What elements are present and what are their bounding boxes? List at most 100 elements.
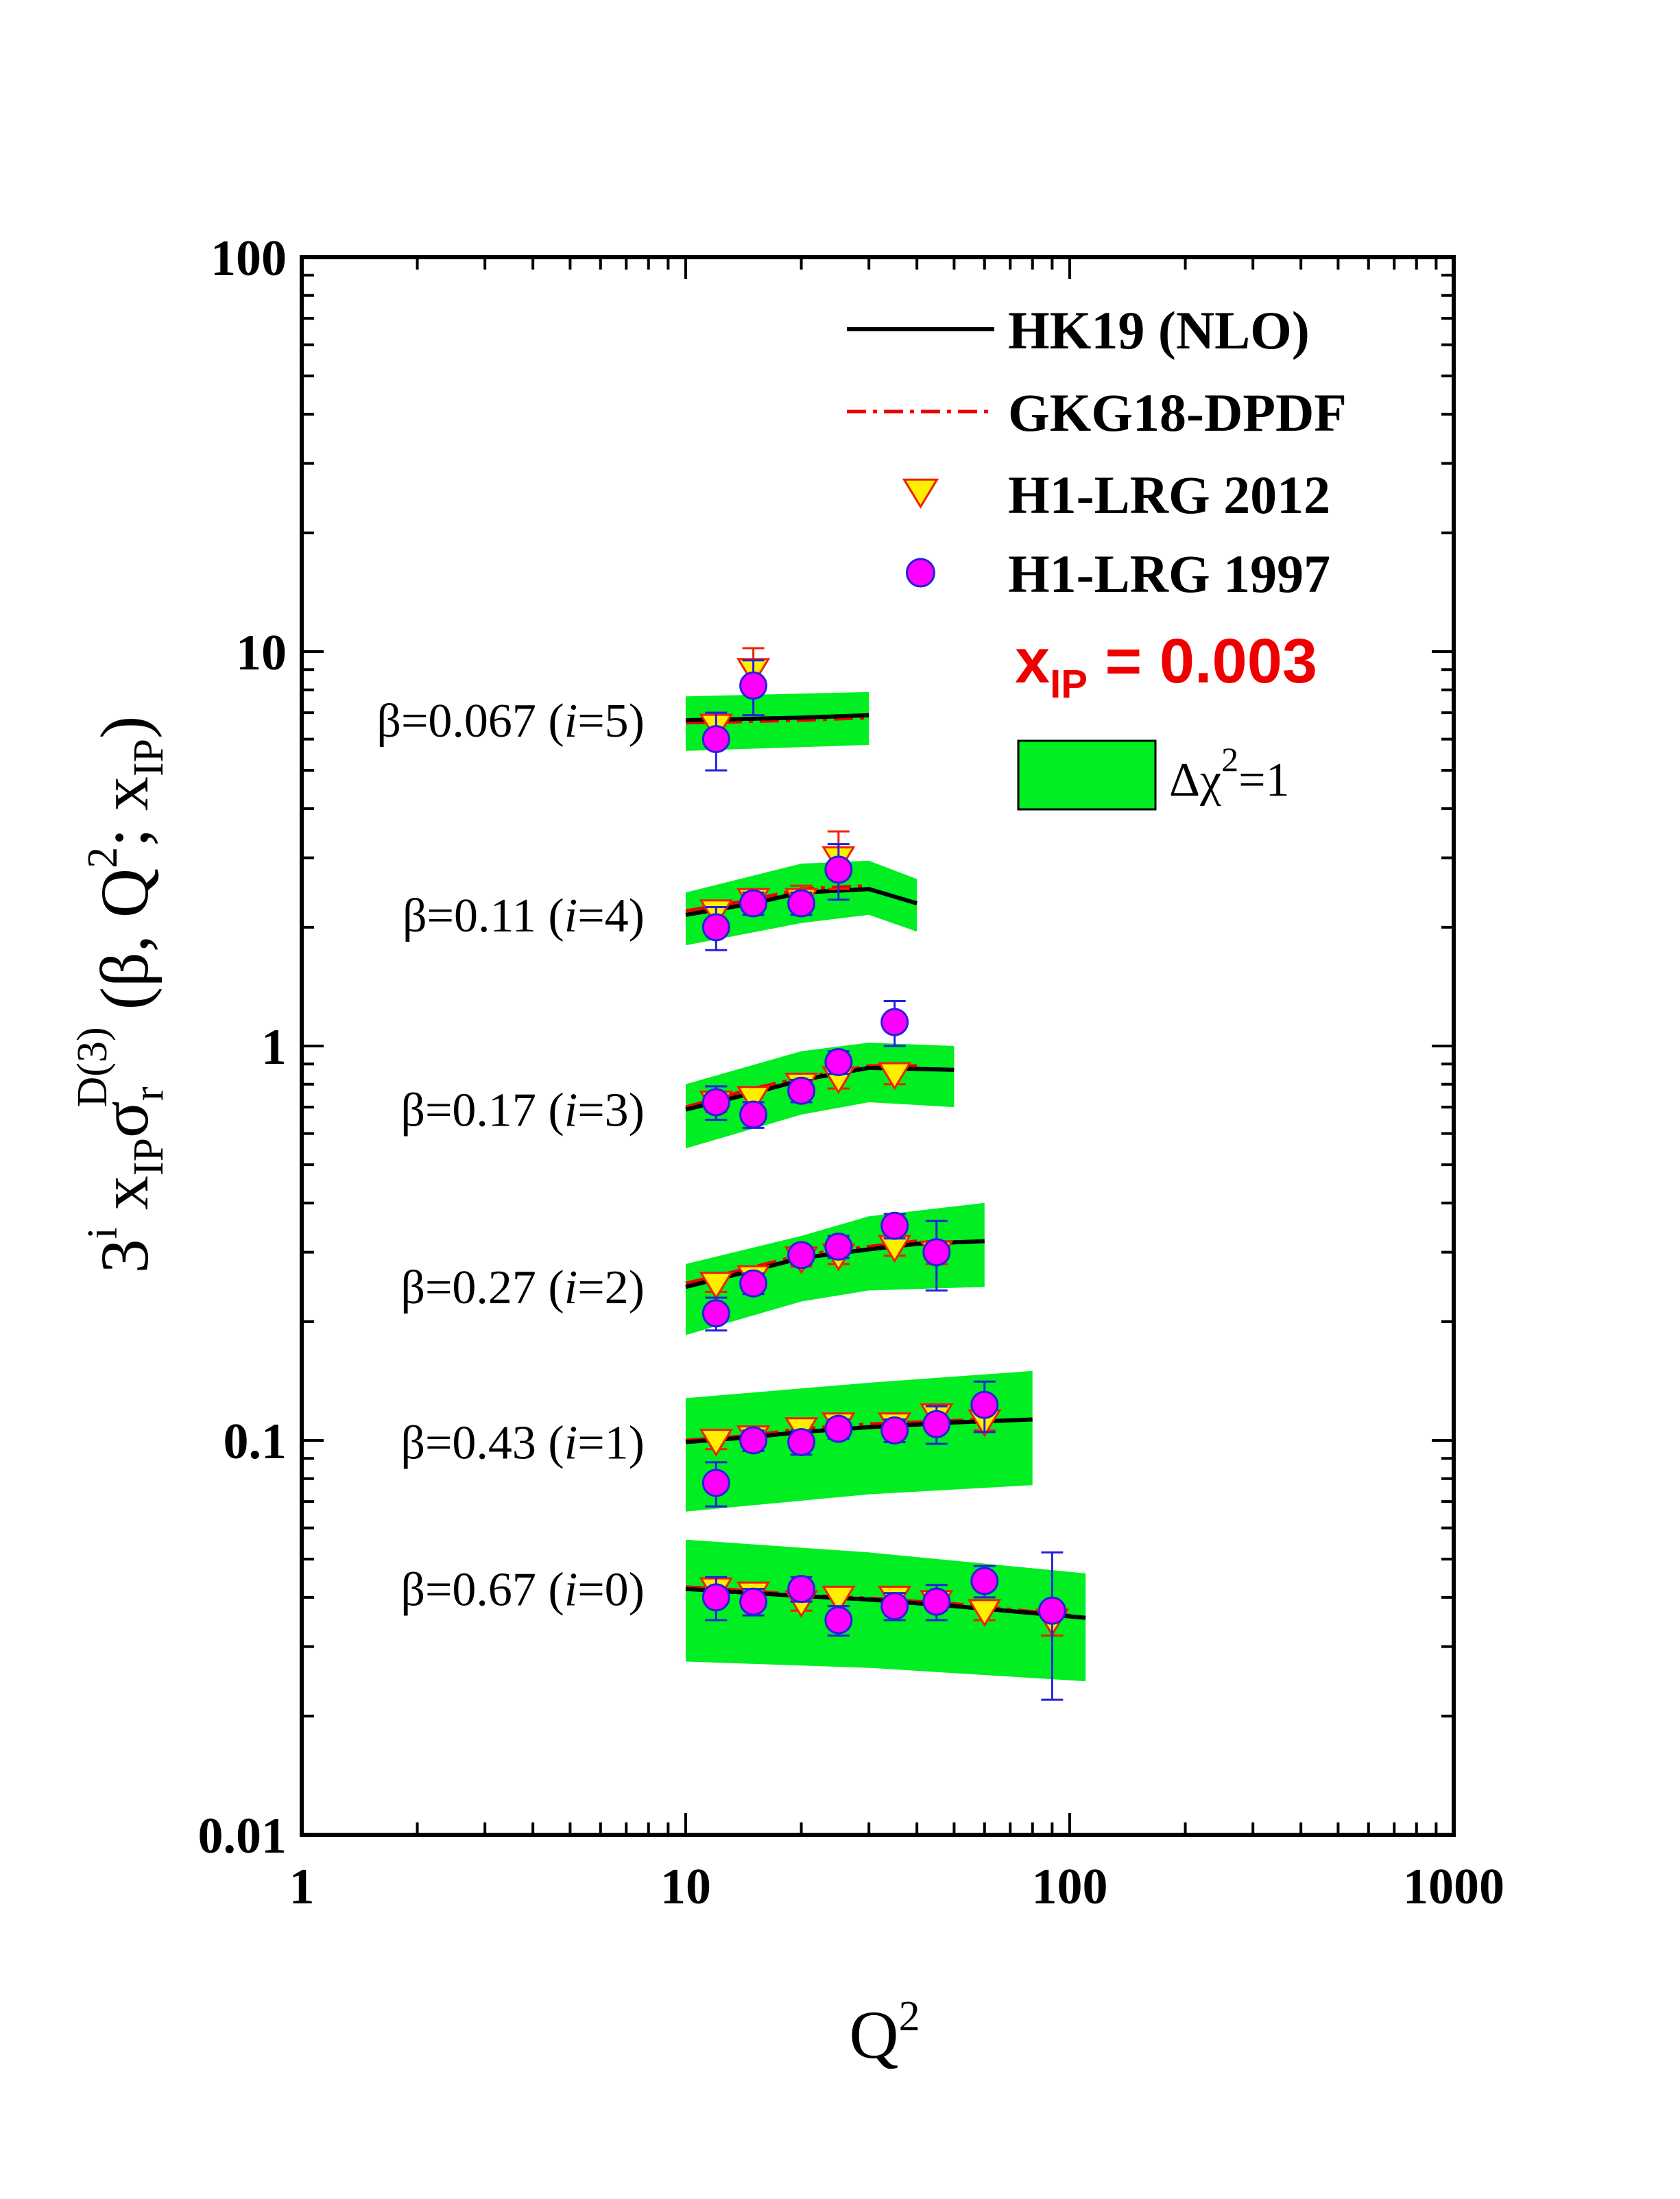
series-1-h1-1997-point-2 xyxy=(787,889,816,918)
legend-label-3: H1-LRG 1997 xyxy=(1008,544,1330,604)
series-5-h1-1997-point-0 xyxy=(701,1583,730,1612)
legend-band-label: Δχ2=1 xyxy=(1169,740,1290,807)
y-title-x-sub: IP xyxy=(125,1138,172,1176)
series-2-h1-1997-point-0 xyxy=(701,1088,730,1117)
xip-sub: IP xyxy=(1050,662,1088,706)
series-3-h1-1997-point-3 xyxy=(824,1232,853,1261)
series-4-h1-2012-point-0 xyxy=(699,1429,734,1457)
series-0-beta-label-post: =5) xyxy=(577,695,645,748)
series-2-h1-2012-point-4 xyxy=(878,1062,912,1091)
series-4-h1-1997-point-0 xyxy=(701,1469,730,1497)
y-title-x: x xyxy=(86,1176,163,1227)
series-3-h1-1997-point-2 xyxy=(787,1241,816,1270)
series-3-h1-1997-point-4 xyxy=(880,1211,909,1240)
series-3-beta-label-index: i xyxy=(564,1261,577,1314)
series-4-h1-1997-point-4 xyxy=(880,1416,909,1445)
legend-label-1: GKG18-DPDF xyxy=(1008,383,1347,442)
series-2-beta-label-pre: β=0.17 ( xyxy=(400,1084,564,1137)
series-4-h1-1997-point-2 xyxy=(787,1428,816,1457)
series-4-h1-1997-point-6 xyxy=(970,1390,999,1419)
series-1-beta-label-index: i xyxy=(564,890,577,942)
legend-band-swatch xyxy=(1017,739,1157,811)
xip-annotation: xIP = 0.003 xyxy=(1015,626,1317,706)
series-5-h1-1997-point-7 xyxy=(1037,1596,1066,1625)
series-2-h1-1997-point-3 xyxy=(824,1048,853,1077)
series-1-gkg18-line xyxy=(685,883,869,913)
legend-band-label-main: Δχ xyxy=(1169,754,1221,807)
y-tick-label: 100 xyxy=(211,230,287,287)
series-2-h1-1997-point-4 xyxy=(880,1008,909,1036)
y-tick-label: 0.1 xyxy=(224,1414,287,1470)
series-2-beta-label-post: =3) xyxy=(577,1084,645,1137)
legend-label-0: HK19 (NLO) xyxy=(1008,300,1310,360)
series-2-h1-1997-point-2 xyxy=(787,1076,816,1105)
series-4-beta-label-pre: β=0.43 ( xyxy=(400,1417,564,1470)
series-5-h1-1997-point-4 xyxy=(880,1592,909,1621)
series-4-h1-1997-point-5 xyxy=(922,1410,951,1438)
y-tick-label: 1 xyxy=(261,1019,287,1075)
series-3-beta-label-post: =2) xyxy=(577,1261,645,1314)
series-5-beta-label-post: =0) xyxy=(577,1564,645,1617)
y-title-prefix: 3 xyxy=(86,1239,163,1273)
legend-band-label-sup: 2 xyxy=(1221,740,1238,778)
legend-label-2: H1-LRG 2012 xyxy=(1008,465,1330,525)
series-0-h1-1997-point-1 xyxy=(739,671,768,700)
y-tick-label: 10 xyxy=(236,625,287,681)
series-0-beta-label-index: i xyxy=(564,695,577,748)
xip-prefix: x xyxy=(1015,626,1050,696)
series-5-h1-1997-point-1 xyxy=(739,1587,768,1616)
series-4-beta-label-post: =1) xyxy=(577,1417,645,1470)
x-axis-title-main: Q xyxy=(849,1997,898,2073)
series-3-h1-1997-point-0 xyxy=(701,1299,730,1328)
y-title-args-sub: IP xyxy=(125,739,172,776)
series-5-h1-2012-point-6 xyxy=(968,1599,1002,1628)
series-5-h1-1997-point-5 xyxy=(922,1587,951,1616)
series-2-beta-label: β=0.17 (i=3) xyxy=(400,1084,645,1137)
series-3-uncertainty-band xyxy=(686,1202,985,1335)
series-1-beta-label: β=0.11 (i=4) xyxy=(403,890,645,942)
x-tick-label: 100 xyxy=(1032,1859,1108,1915)
series-5-beta-label: β=0.67 (i=0) xyxy=(400,1564,645,1617)
series-3-beta-label-pre: β=0.27 ( xyxy=(400,1261,564,1314)
y-title-sigma-sup: D(3) xyxy=(69,1027,116,1107)
series-5-h1-1997-point-6 xyxy=(970,1567,999,1595)
series-2-h1-1997-point-1 xyxy=(739,1100,768,1129)
series-2-h1-2012-point-1 xyxy=(736,1086,771,1114)
x-axis-title: Q2 xyxy=(849,1993,920,2073)
series-3-beta-label: β=0.27 (i=2) xyxy=(400,1261,645,1314)
series-1-h1-1997-point-1 xyxy=(739,889,768,918)
series-0-beta-label-pre: β=0.067 ( xyxy=(376,695,564,748)
y-axis-title: 3i xIPσrD(3) (β, Q2; xIP) xyxy=(69,716,172,1274)
series-5-beta-label-index: i xyxy=(564,1564,577,1617)
y-tick-label: 0.01 xyxy=(198,1808,287,1864)
series-3-h1-1997-point-1 xyxy=(739,1269,768,1298)
series-1-h1-1997-point-0 xyxy=(701,913,730,942)
series-4-h1-1997-point-3 xyxy=(824,1414,853,1443)
x-tick-label: 1 xyxy=(289,1859,315,1915)
y-title-sigma: σ xyxy=(86,1101,163,1138)
series-1-beta-label-pre: β=0.11 ( xyxy=(403,890,564,942)
legend-h1-2012-marker xyxy=(902,478,939,509)
series-3-h1-1997-point-5 xyxy=(922,1238,951,1267)
y-title-sigma-sub: r xyxy=(125,1086,172,1101)
x-axis-title-sup: 2 xyxy=(899,1993,920,2040)
series-3-h1-2012-point-0 xyxy=(699,1272,734,1300)
series-5-h1-2012-point-3 xyxy=(821,1585,856,1614)
x-tick-label: 10 xyxy=(660,1859,711,1915)
series-4-h1-1997-point-1 xyxy=(739,1426,768,1455)
series-5-beta-label-pre: β=0.67 ( xyxy=(400,1564,564,1617)
series-1-h1-1997-point-3 xyxy=(824,855,853,884)
series-5-h1-1997-point-3 xyxy=(824,1606,853,1635)
series-0-h1-1997-point-0 xyxy=(701,725,730,754)
xip-value: = 0.003 xyxy=(1088,626,1317,696)
x-tick-label: 1000 xyxy=(1403,1859,1504,1915)
series-0-beta-label: β=0.067 (i=5) xyxy=(376,695,645,748)
series-4-beta-label-index: i xyxy=(564,1417,577,1470)
y-title-args-mid: ; x xyxy=(86,776,163,847)
y-title-args-end: ) xyxy=(86,716,163,739)
series-2-beta-label-index: i xyxy=(564,1084,577,1137)
legend-h1-1997-marker xyxy=(906,558,935,588)
y-title-args-sup: 2 xyxy=(80,847,126,868)
